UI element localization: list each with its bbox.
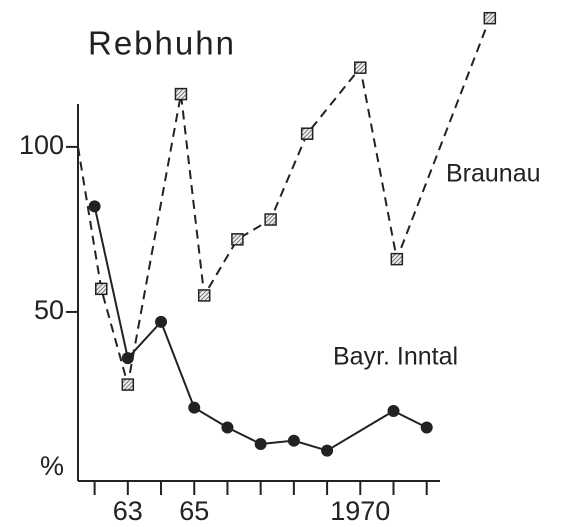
x-tick-label: 65: [179, 496, 209, 526]
series-label: Braunau: [446, 160, 541, 188]
data-point: [264, 213, 277, 226]
data-point: [121, 378, 135, 391]
data-point: [197, 289, 211, 302]
data-point: [174, 87, 188, 101]
data-point: [300, 127, 314, 140]
y-tick-label: 100: [19, 130, 64, 160]
data-point: [483, 11, 497, 25]
data-point: [94, 282, 108, 296]
data-point: [221, 421, 234, 434]
data-point: [155, 315, 168, 328]
data-point: [321, 444, 334, 457]
data-point: [121, 352, 134, 365]
chart-title: Rebhuhn: [88, 25, 236, 62]
data-point: [254, 437, 267, 450]
y-axis-label: %: [40, 451, 64, 481]
data-point: [354, 61, 367, 74]
data-point: [88, 200, 101, 213]
data-point: [287, 434, 300, 447]
data-point: [390, 252, 404, 266]
data-point: [420, 421, 433, 434]
data-point: [387, 404, 400, 417]
data-point: [188, 401, 201, 414]
x-tick-label: 63: [113, 496, 143, 526]
y-tick-label: 50: [34, 295, 64, 325]
series-line: [77, 17, 491, 385]
series-label: Bayr. Inntal: [333, 343, 458, 371]
series-line: [93, 206, 428, 452]
data-point: [231, 233, 244, 246]
x-tick-label: 1970: [330, 496, 390, 526]
